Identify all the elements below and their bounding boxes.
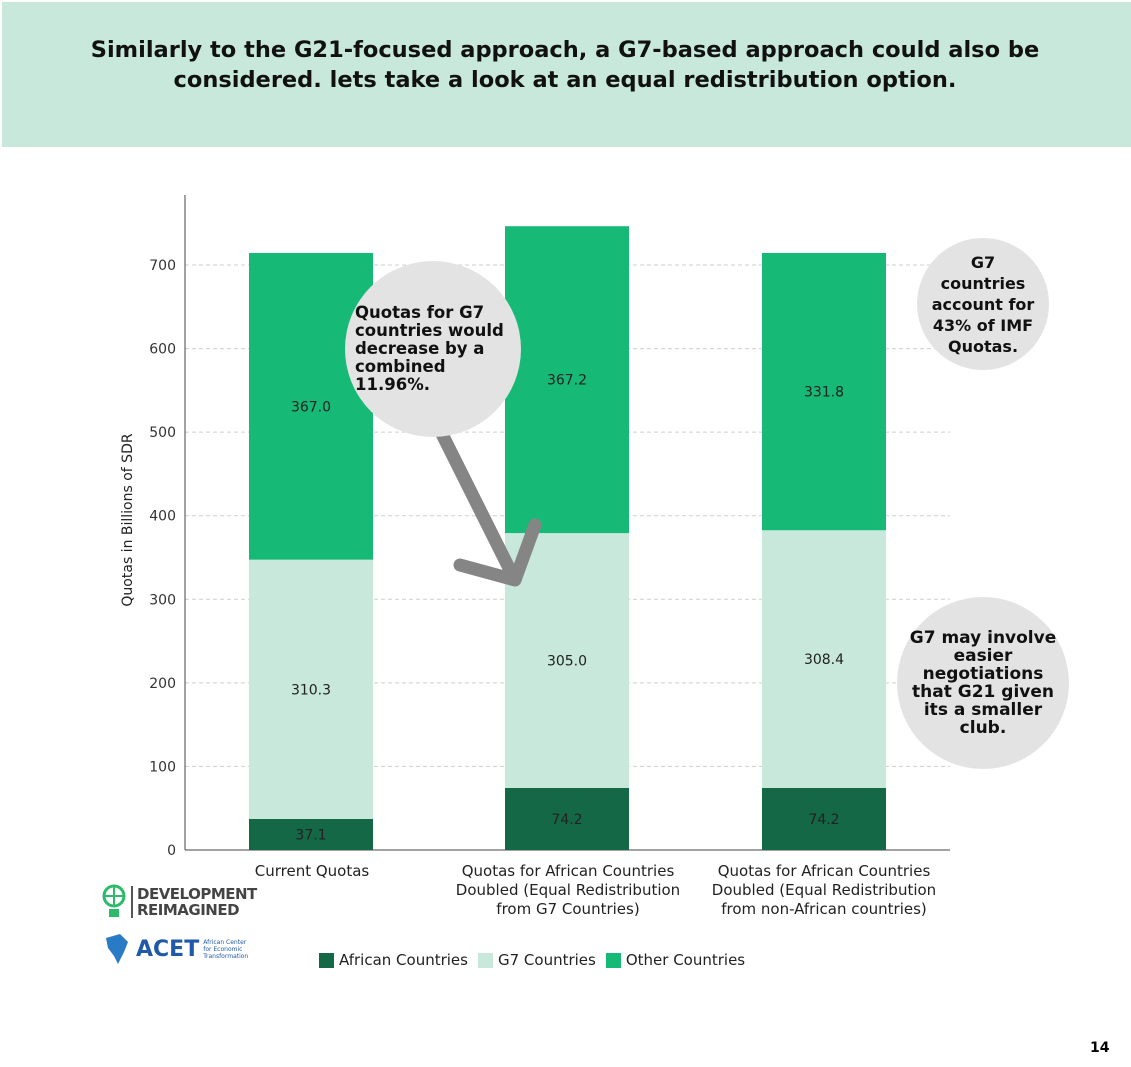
- callout-share: G7 countries account for 43% of IMF Quot…: [917, 238, 1049, 370]
- data-label: 367.0: [291, 399, 331, 415]
- y-tick-label: 200: [149, 676, 176, 692]
- legend-swatch: [477, 952, 493, 968]
- y-tick-label: 0: [167, 843, 176, 859]
- y-tick-label: 700: [149, 258, 176, 274]
- lightbulb-globe-icon: [102, 884, 126, 917]
- bar-segment: [249, 818, 373, 850]
- bar-segment: [762, 530, 886, 788]
- legend: African Countries G7 Countries Other Cou…: [319, 951, 745, 969]
- legend-item: G7 Countries: [477, 951, 596, 969]
- category-label: Quotas for African Countries Doubled (Eq…: [711, 862, 937, 918]
- category-label: Quotas for African Countries Doubled (Eq…: [455, 862, 681, 918]
- legend-swatch: [319, 952, 334, 968]
- data-label: 331.8: [804, 385, 844, 401]
- callout-negotiation: G7 may involve easier negotiations that …: [897, 597, 1069, 769]
- bar-segment: [505, 787, 629, 850]
- bar-segment: [505, 533, 629, 788]
- y-tick-label: 300: [149, 592, 176, 608]
- y-tick-label: 500: [149, 425, 176, 441]
- y-tick-label: 100: [149, 759, 176, 775]
- data-label: 74.2: [551, 812, 582, 828]
- bar-segment: [249, 252, 373, 560]
- africa-map-icon: [106, 934, 128, 964]
- data-label: 308.4: [804, 652, 844, 668]
- data-label: 367.2: [547, 373, 587, 389]
- acet-logo: ACET African Center for Economic Transfo…: [102, 932, 248, 966]
- slide-title: Similarly to the G21-focused approach, a…: [90, 37, 1040, 93]
- legend-swatch: [605, 952, 621, 968]
- page-number: 14: [1090, 1040, 1110, 1056]
- data-label: 305.0: [547, 654, 587, 670]
- legend-item: Other Countries: [605, 951, 746, 969]
- y-tick-label: 400: [149, 509, 176, 525]
- bar-segment: [762, 252, 886, 531]
- legend-label: African Countries: [339, 951, 468, 969]
- legend-item: African Countries: [319, 951, 468, 969]
- y-tick-label: 600: [149, 342, 176, 358]
- legend-label: Other Countries: [625, 951, 746, 969]
- title-banner: [2, 2, 1131, 147]
- legend-label: G7 Countries: [497, 951, 596, 969]
- bar-segment: [249, 559, 373, 819]
- bar-segment: [762, 787, 886, 850]
- development-reimagined-logo: DEVELOPMENT REIMAGINED: [102, 884, 257, 920]
- data-label: 37.1: [295, 827, 326, 843]
- bar-segment: [505, 226, 629, 534]
- data-label: 310.3: [291, 682, 331, 698]
- callout-decrease: Quotas for G7 countries would decrease b…: [345, 261, 521, 437]
- category-label: Current Quotas: [254, 862, 370, 880]
- data-label: 74.2: [808, 812, 839, 828]
